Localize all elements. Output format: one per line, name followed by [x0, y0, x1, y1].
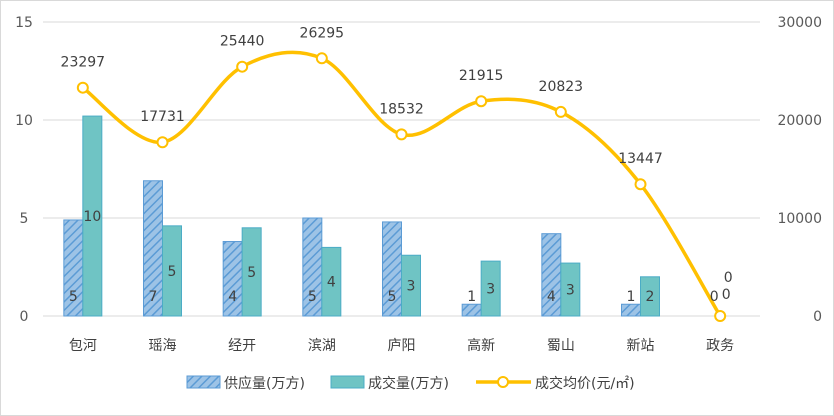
right-tick-label: 20000 — [777, 113, 822, 129]
category-label: 新站 — [627, 338, 655, 354]
price-value-label: 18532 — [379, 101, 424, 117]
supply-value-label: 1 — [467, 289, 476, 305]
deal-value-label: 10 — [83, 209, 101, 225]
deal-value-label: 3 — [486, 282, 495, 298]
left-tick-label: 5 — [20, 211, 29, 227]
deal-value-label: 5 — [168, 264, 177, 280]
deal-bar — [241, 227, 262, 317]
right-tick-label: 0 — [813, 309, 822, 325]
category-label: 蜀山 — [547, 338, 575, 354]
price-value-label: 20823 — [539, 79, 584, 95]
legend-label-supply: 供应量(万方) — [224, 375, 305, 392]
price-point — [76, 81, 89, 94]
legend-swatch-deal — [330, 375, 365, 389]
supply-value-label: 0 — [710, 289, 719, 305]
supply-value-label: 5 — [388, 289, 397, 305]
category-label: 包河 — [69, 338, 97, 354]
bars — [63, 115, 660, 317]
right-axis-ticks: 0 10000 20000 30000 — [777, 15, 822, 325]
legend-label-deal: 成交量(万方) — [368, 375, 449, 392]
price-point — [634, 178, 647, 191]
category-label: 政务 — [706, 338, 734, 354]
deal-value-label: 0 — [722, 287, 731, 303]
legend-marker-price — [497, 376, 509, 388]
legend-label-price: 成交均价(元/㎡) — [535, 375, 635, 392]
deal-bar — [480, 260, 501, 317]
price-value-label: 25440 — [220, 34, 265, 50]
category-label: 瑶海 — [149, 338, 177, 354]
price-value-label: 21915 — [459, 68, 504, 84]
price-value-label: 0 — [724, 270, 733, 286]
price-point — [475, 95, 488, 108]
category-label: 高新 — [467, 337, 495, 354]
legend-swatch-supply — [186, 375, 221, 389]
deal-bar — [401, 254, 421, 317]
supply-value-label: 5 — [69, 289, 78, 305]
deal-value-label: 3 — [407, 279, 416, 295]
deal-bar — [162, 225, 182, 317]
price-line-layer — [76, 50, 727, 322]
category-label: 庐阳 — [388, 338, 416, 354]
deal-value-label: 3 — [566, 283, 575, 299]
price-point — [714, 310, 727, 322]
deal-value-label: 2 — [646, 289, 655, 305]
left-tick-label: 10 — [15, 113, 33, 129]
supply-value-label: 1 — [627, 289, 636, 305]
deal-value-label: 5 — [247, 265, 256, 281]
deal-bar — [321, 246, 342, 317]
supply-value-label: 5 — [308, 289, 317, 305]
price-point — [156, 136, 169, 149]
deal-bar — [640, 276, 660, 317]
left-axis-ticks: 0 5 10 15 — [15, 15, 33, 325]
price-point — [554, 105, 567, 118]
price-point — [315, 52, 328, 65]
deal-bar — [82, 115, 103, 317]
category-label: 经开 — [228, 338, 256, 354]
price-value-label: 17731 — [140, 109, 185, 125]
supply-value-label: 4 — [228, 289, 237, 305]
supply-bar — [621, 303, 641, 317]
left-tick-label: 0 — [20, 309, 29, 325]
right-tick-label: 30000 — [777, 15, 822, 31]
deal-bar — [560, 262, 581, 317]
deal-value-label: 4 — [327, 275, 336, 291]
price-value-label: 13447 — [618, 151, 663, 167]
category-axis-labels: 包河 瑶海 经开 滨湖 庐阳 高新 蜀山 新站 政务 — [69, 337, 734, 354]
price-point — [395, 128, 408, 141]
price-point — [236, 60, 249, 73]
legend: 供应量(万方) 成交量(万方) 成交均价(元/㎡) — [186, 375, 635, 392]
supply-value-label: 4 — [547, 289, 556, 305]
category-label: 滨湖 — [308, 338, 336, 354]
left-tick-label: 15 — [15, 15, 33, 31]
supply-bar — [461, 303, 482, 317]
supply-value-label: 7 — [149, 289, 158, 305]
price-value-label: 26295 — [300, 25, 345, 41]
price-value-label: 23297 — [61, 55, 106, 71]
right-tick-label: 10000 — [777, 211, 822, 227]
